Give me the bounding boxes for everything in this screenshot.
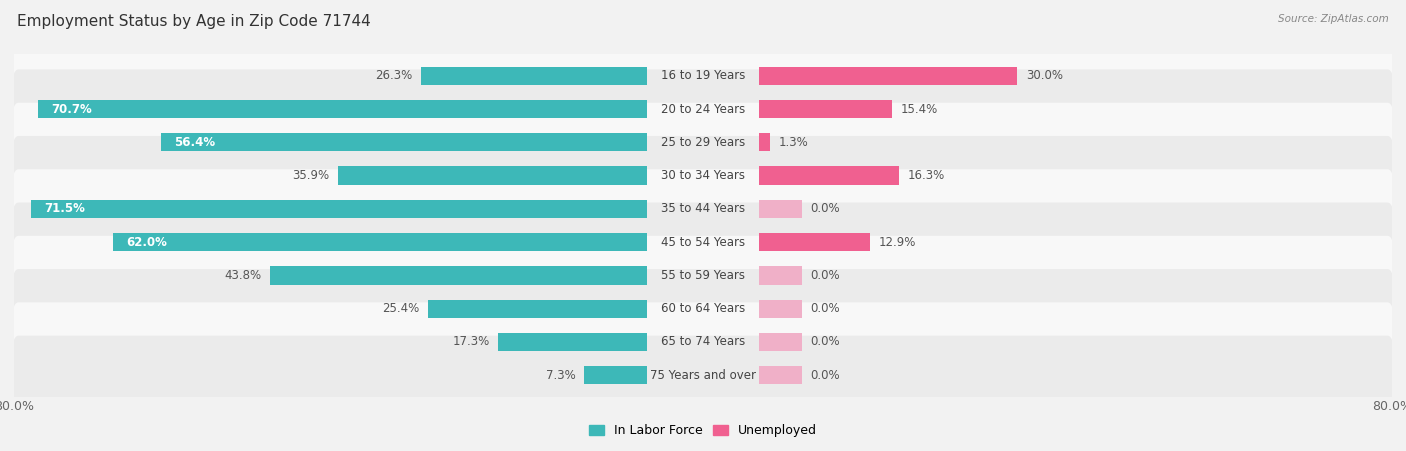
Bar — [759, 233, 870, 251]
Text: 0.0%: 0.0% — [811, 302, 841, 315]
Text: 0.0%: 0.0% — [811, 336, 841, 349]
Text: 71.5%: 71.5% — [44, 202, 86, 216]
Text: 16.3%: 16.3% — [908, 169, 945, 182]
Bar — [112, 233, 647, 251]
Text: 55 to 59 Years: 55 to 59 Years — [661, 269, 745, 282]
Text: 45 to 54 Years: 45 to 54 Years — [661, 235, 745, 249]
Bar — [498, 333, 647, 351]
Text: 30 to 34 Years: 30 to 34 Years — [661, 169, 745, 182]
Bar — [420, 67, 647, 85]
Text: 62.0%: 62.0% — [127, 235, 167, 249]
Text: 56.4%: 56.4% — [174, 136, 215, 149]
Text: 12.9%: 12.9% — [879, 235, 917, 249]
Text: 0.0%: 0.0% — [811, 202, 841, 216]
Bar — [759, 200, 801, 218]
FancyBboxPatch shape — [11, 169, 1395, 249]
Text: Employment Status by Age in Zip Code 71744: Employment Status by Age in Zip Code 717… — [17, 14, 371, 28]
Bar — [429, 299, 647, 318]
Bar — [759, 366, 801, 384]
FancyBboxPatch shape — [11, 236, 1395, 315]
Text: 35.9%: 35.9% — [292, 169, 329, 182]
Bar — [162, 133, 647, 152]
Bar — [759, 266, 801, 285]
Text: 65 to 74 Years: 65 to 74 Years — [661, 336, 745, 349]
Bar — [759, 133, 770, 152]
Text: 16 to 19 Years: 16 to 19 Years — [661, 69, 745, 82]
Text: 25 to 29 Years: 25 to 29 Years — [661, 136, 745, 149]
Text: 7.3%: 7.3% — [546, 369, 575, 382]
Text: 17.3%: 17.3% — [453, 336, 489, 349]
Text: 35 to 44 Years: 35 to 44 Years — [661, 202, 745, 216]
Text: 0.0%: 0.0% — [811, 369, 841, 382]
Bar — [759, 67, 1018, 85]
Bar — [31, 200, 647, 218]
Bar — [583, 366, 647, 384]
Text: 70.7%: 70.7% — [51, 102, 91, 115]
Text: 75 Years and over: 75 Years and over — [650, 369, 756, 382]
Text: 26.3%: 26.3% — [374, 69, 412, 82]
FancyBboxPatch shape — [11, 202, 1395, 282]
FancyBboxPatch shape — [11, 336, 1395, 415]
Bar — [337, 166, 647, 185]
Text: 43.8%: 43.8% — [224, 269, 262, 282]
FancyBboxPatch shape — [11, 136, 1395, 215]
Bar — [759, 166, 900, 185]
Text: 20 to 24 Years: 20 to 24 Years — [661, 102, 745, 115]
Text: 15.4%: 15.4% — [900, 102, 938, 115]
FancyBboxPatch shape — [11, 269, 1395, 348]
Text: 60 to 64 Years: 60 to 64 Years — [661, 302, 745, 315]
FancyBboxPatch shape — [11, 302, 1395, 382]
Text: 25.4%: 25.4% — [382, 302, 419, 315]
Bar — [759, 299, 801, 318]
FancyBboxPatch shape — [11, 69, 1395, 149]
FancyBboxPatch shape — [11, 103, 1395, 182]
Legend: In Labor Force, Unemployed: In Labor Force, Unemployed — [583, 419, 823, 442]
Text: Source: ZipAtlas.com: Source: ZipAtlas.com — [1278, 14, 1389, 23]
Bar — [759, 333, 801, 351]
Bar — [759, 100, 891, 118]
FancyBboxPatch shape — [11, 36, 1395, 115]
Text: 0.0%: 0.0% — [811, 269, 841, 282]
Bar — [38, 100, 647, 118]
Text: 30.0%: 30.0% — [1026, 69, 1063, 82]
Bar — [270, 266, 647, 285]
Text: 1.3%: 1.3% — [779, 136, 808, 149]
